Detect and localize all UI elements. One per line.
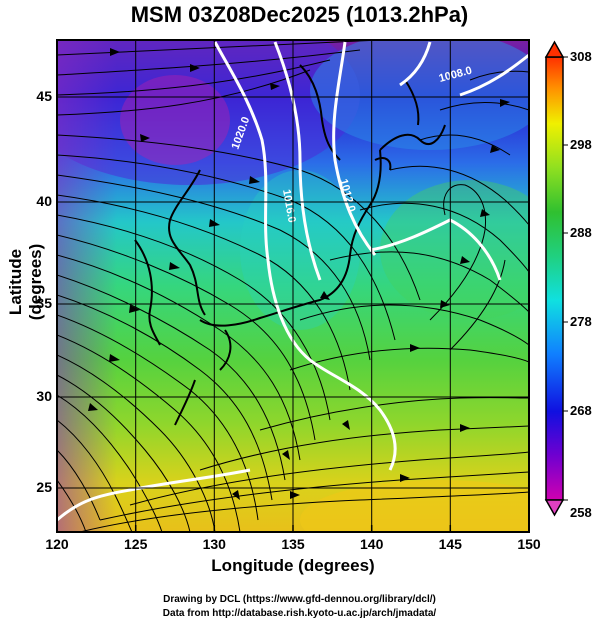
lon-tick-140: 140: [360, 536, 384, 552]
lat-tick-25: 25: [36, 479, 52, 495]
x-axis-label: Longitude (degrees): [211, 556, 375, 575]
colorbar-label-258: 258: [570, 505, 592, 520]
lon-tick-135: 135: [281, 536, 305, 552]
credit-drawing: Drawing by DCL (https://www.gfd-dennou.o…: [163, 594, 436, 605]
y-axis-label: Latitude (degrees): [6, 243, 45, 321]
lat-tick-30: 30: [36, 388, 52, 404]
lon-tick-150: 150: [517, 536, 541, 552]
lon-tick-120: 120: [45, 536, 69, 552]
colorbar: [544, 40, 568, 517]
colorbar-label-268: 268: [570, 403, 592, 418]
lon-tick-130: 130: [202, 536, 226, 552]
chart-title: MSM 03Z08Dec2025 (1013.2hPa): [130, 2, 469, 27]
colorbar-label-278: 278: [570, 314, 592, 329]
credit-data: Data from http://database.rish.kyoto-u.a…: [162, 608, 437, 619]
grid-lines: [57, 40, 529, 532]
wind-streamlines: [57, 40, 529, 532]
lat-tick-35: 35: [36, 295, 52, 311]
colorbar-label-308: 308: [570, 49, 592, 64]
lat-tick-45: 45: [36, 88, 52, 104]
lon-tick-145: 145: [438, 536, 462, 552]
colorbar-label-288: 288: [570, 225, 592, 240]
lon-tick-125: 125: [124, 536, 148, 552]
lat-tick-40: 40: [36, 193, 52, 209]
colorbar-label-298: 298: [570, 137, 592, 152]
